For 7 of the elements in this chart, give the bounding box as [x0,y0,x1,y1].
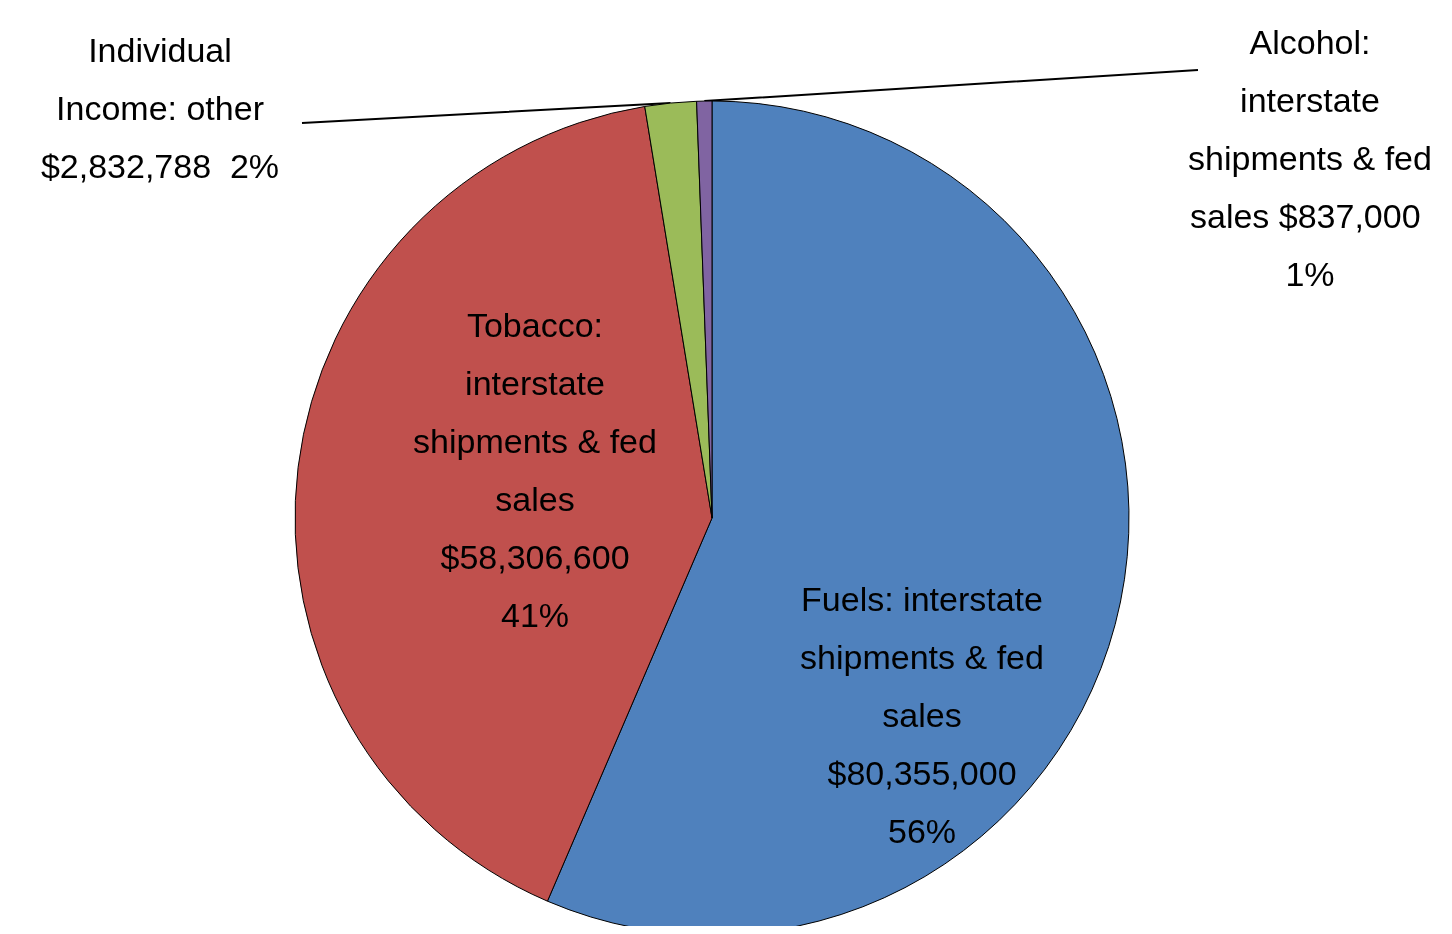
data-label: $2,832,788 2% [40,147,280,185]
slice-label: Individual Income: other [56,31,264,127]
data-label: $58,306,600 41% [440,538,630,634]
slice-label: Fuels: interstate shipments & fed sales [800,580,1044,734]
data-label: $80,355,000 56% [827,754,1017,850]
slice-label: Tobacco: interstate shipments & fed sales [413,306,657,518]
slice-label: Alcohol: interstate shipments & fed sales $837,000 1% [1188,23,1432,293]
